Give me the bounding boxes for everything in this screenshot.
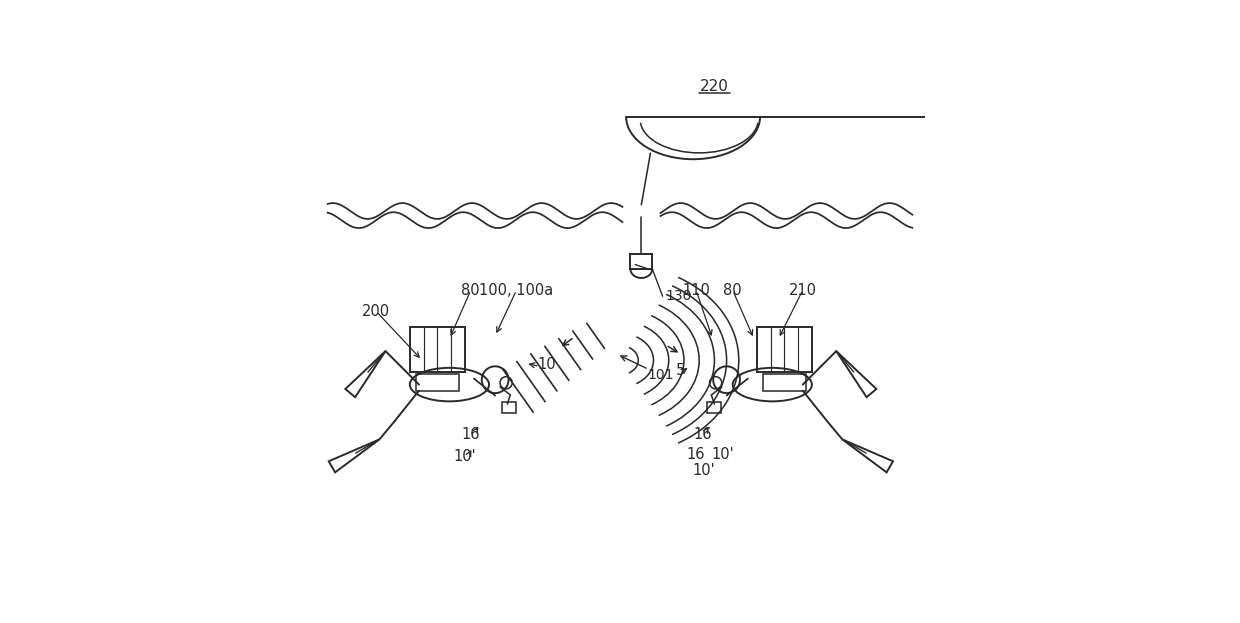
Bar <box>707 402 720 413</box>
Text: 130: 130 <box>666 289 692 303</box>
Text: 200: 200 <box>362 304 391 319</box>
Text: 80: 80 <box>723 283 742 298</box>
Text: 10': 10' <box>711 447 734 462</box>
Text: 210: 210 <box>789 283 817 298</box>
Text: 16: 16 <box>693 427 712 442</box>
Text: 16: 16 <box>461 427 480 442</box>
Bar <box>410 326 465 373</box>
Text: 10: 10 <box>538 358 557 373</box>
Bar <box>630 254 652 269</box>
Text: 100, 100a: 100, 100a <box>480 283 553 298</box>
Text: 10': 10' <box>454 449 476 464</box>
Text: 80: 80 <box>461 283 480 298</box>
Text: 10': 10' <box>693 463 715 478</box>
Bar <box>502 402 516 413</box>
Text: 101: 101 <box>647 368 673 383</box>
Bar <box>415 374 459 391</box>
Bar <box>763 374 806 391</box>
Text: 110: 110 <box>682 283 711 298</box>
Text: 16: 16 <box>687 447 706 462</box>
Text: 5: 5 <box>676 363 686 378</box>
Bar <box>758 326 812 373</box>
Text: 220: 220 <box>699 78 729 93</box>
